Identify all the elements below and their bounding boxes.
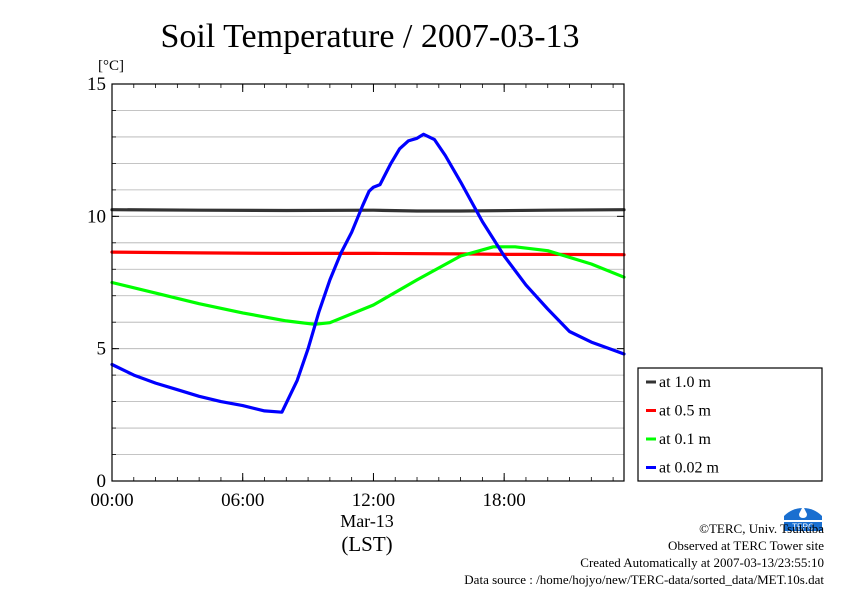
legend-label: at 1.0 m [659, 374, 712, 391]
legend: at 1.0 m at 0.5 m at 0.1 m at 0.02 m [637, 367, 823, 482]
legend-box [637, 367, 823, 482]
observed-text: Observed at TERC Tower site [667, 538, 824, 553]
credits-block: ©TERC, Univ. Tsukuba Observed at TERC To… [464, 520, 824, 588]
x-tick-label: 18:00 [483, 490, 526, 511]
series-line-3 [110, 132, 626, 414]
y-tick-label: 0 [97, 471, 107, 492]
x-date-label: Mar-13 [340, 511, 394, 531]
series-line-2 [110, 245, 626, 326]
y-tick-label: 5 [97, 339, 107, 360]
created-text: Created Automatically at 2007-03-13/23:5… [580, 555, 824, 570]
legend-label: at 0.1 m [659, 431, 712, 448]
y-tick-label: 15 [87, 74, 106, 95]
series-lines [110, 132, 626, 414]
x-tick-label: 00:00 [90, 490, 133, 511]
legend-label: at 0.02 m [659, 460, 720, 477]
series-line-1 [110, 250, 626, 257]
copyright-text: ©TERC, Univ. Tsukuba [699, 521, 824, 536]
plot-frame [111, 83, 625, 482]
x-timezone-label: (LST) [341, 532, 392, 556]
grid-lines [112, 110, 624, 455]
x-tick-label: 06:00 [221, 490, 264, 511]
terc-logo: TERC [782, 504, 824, 532]
x-tick-label: 12:00 [352, 490, 395, 511]
logo-text: TERC [792, 523, 814, 532]
y-tick-label: 10 [87, 206, 106, 227]
y-unit-label: [°C] [98, 58, 124, 74]
series-line-0 [110, 208, 626, 213]
terc-logo-icon: TERC [784, 506, 822, 532]
x-axis-ticks: 00:00 06:00 12:00 18:00 [90, 84, 614, 511]
source-text: Data source : /home/hojyo/new/TERC-data/… [464, 572, 824, 587]
chart-title: Soil Temperature / 2007-03-13 [160, 18, 579, 55]
legend-label: at 0.5 m [659, 403, 712, 420]
